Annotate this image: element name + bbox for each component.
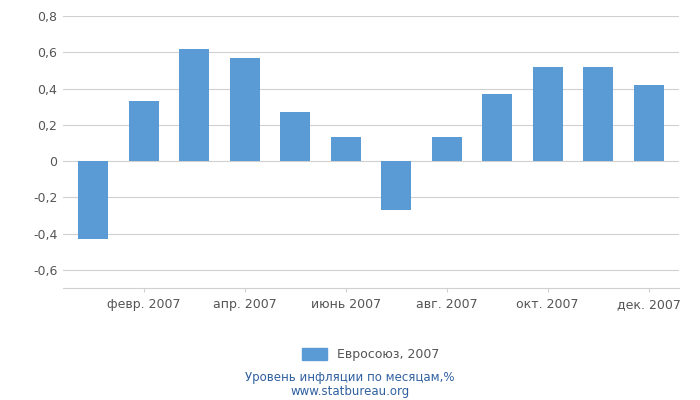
Bar [129, 101, 159, 161]
Bar [634, 85, 664, 161]
Bar [533, 67, 563, 161]
Bar [330, 138, 361, 161]
Bar [78, 161, 108, 239]
Bar [432, 138, 462, 161]
Legend: Евросоюз, 2007: Евросоюз, 2007 [298, 343, 444, 366]
Bar [583, 67, 613, 161]
Text: Уровень инфляции по месяцам,%: Уровень инфляции по месяцам,% [245, 372, 455, 384]
Bar [179, 49, 209, 161]
Bar [230, 58, 260, 161]
Bar [482, 94, 512, 161]
Text: www.statbureau.org: www.statbureau.org [290, 385, 410, 398]
Bar [280, 112, 310, 161]
Bar [381, 161, 412, 210]
